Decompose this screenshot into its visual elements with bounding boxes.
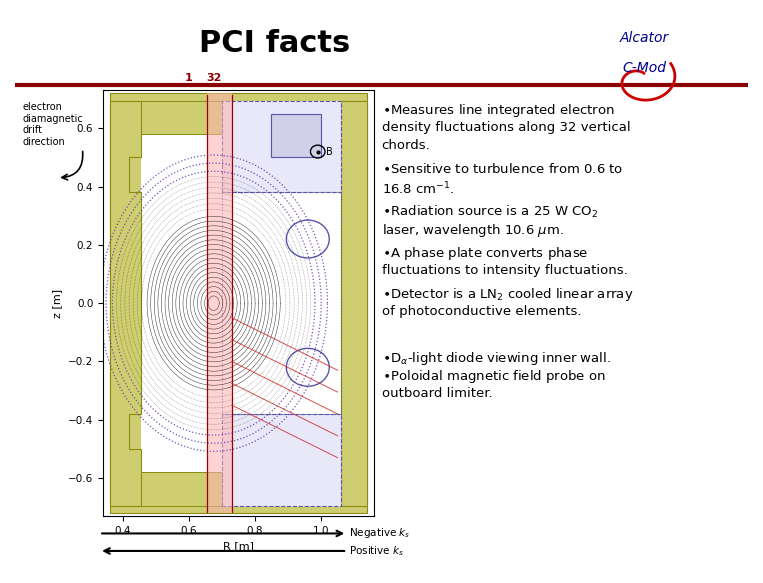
Polygon shape — [341, 101, 367, 505]
Text: PCI facts: PCI facts — [199, 29, 350, 58]
Polygon shape — [141, 472, 222, 505]
Text: Alcator: Alcator — [620, 31, 669, 45]
Polygon shape — [110, 101, 141, 505]
Text: laser, wavelength 10.6 $\mu$m.: laser, wavelength 10.6 $\mu$m. — [382, 222, 563, 239]
Text: $\bullet$Sensitive to turbulence from 0.6 to: $\bullet$Sensitive to turbulence from 0.… — [382, 162, 623, 176]
Polygon shape — [141, 101, 222, 134]
Text: $\bullet$Radiation source is a 25 W CO$_2$: $\bullet$Radiation source is a 25 W CO$_… — [382, 203, 597, 220]
Polygon shape — [222, 414, 341, 505]
Text: fluctuations to intensity fluctuations.: fluctuations to intensity fluctuations. — [382, 264, 627, 276]
Polygon shape — [141, 101, 341, 505]
Polygon shape — [222, 101, 341, 192]
Polygon shape — [272, 114, 321, 157]
Text: C-Mod: C-Mod — [623, 61, 667, 75]
Text: Positive $k_s$: Positive $k_s$ — [349, 544, 404, 558]
Text: $\bullet$Measures line integrated electron: $\bullet$Measures line integrated electr… — [382, 102, 614, 119]
Text: 1: 1 — [185, 73, 192, 83]
Text: $\bullet$A phase plate converts phase: $\bullet$A phase plate converts phase — [382, 245, 588, 262]
Y-axis label: z [m]: z [m] — [53, 289, 63, 318]
Text: $\bullet$Poloidal magnetic field probe on: $\bullet$Poloidal magnetic field probe o… — [382, 368, 605, 385]
Text: of photoconductive elements.: of photoconductive elements. — [382, 305, 581, 318]
Text: $\bullet$Detector is a LN$_2$ cooled linear array: $\bullet$Detector is a LN$_2$ cooled lin… — [382, 286, 633, 303]
Text: outboard limiter.: outboard limiter. — [382, 387, 492, 400]
Text: $\bullet$D$_\alpha$-light diode viewing inner wall.: $\bullet$D$_\alpha$-light diode viewing … — [382, 350, 610, 367]
Text: electron
diamagnetic
drift
direction: electron diamagnetic drift direction — [23, 102, 84, 147]
Text: 16.8 cm$^{-1}$.: 16.8 cm$^{-1}$. — [382, 181, 454, 197]
Polygon shape — [110, 93, 367, 513]
Text: chords.: chords. — [382, 139, 430, 152]
X-axis label: R [m]: R [m] — [223, 541, 254, 552]
Text: Negative $k_s$: Negative $k_s$ — [349, 526, 411, 540]
Polygon shape — [207, 93, 232, 513]
Text: B: B — [326, 146, 333, 157]
Text: density fluctuations along 32 vertical: density fluctuations along 32 vertical — [382, 121, 630, 134]
Text: 32: 32 — [206, 73, 221, 83]
